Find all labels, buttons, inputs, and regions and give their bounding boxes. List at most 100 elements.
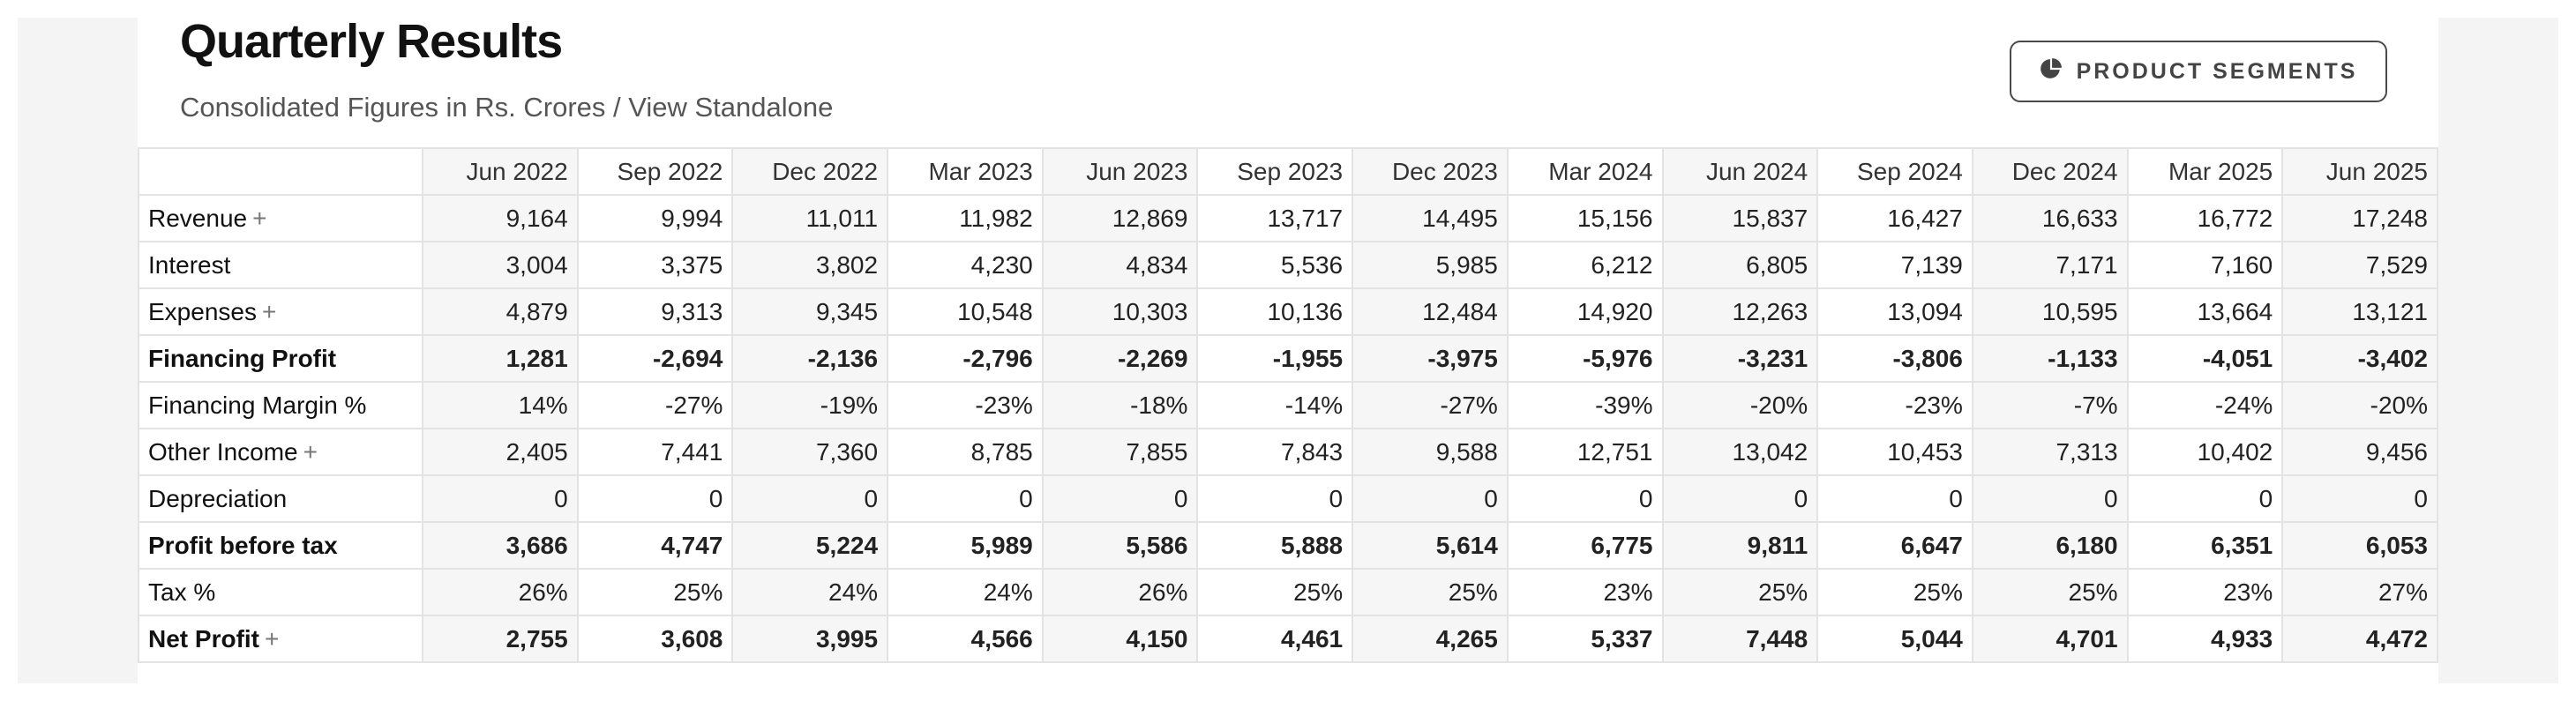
table-cell: 4,230 (887, 241, 1044, 289)
table-cell: -23% (887, 381, 1044, 429)
table-cell: 4,150 (1041, 615, 1199, 663)
table-cell: -3,975 (1352, 334, 1509, 383)
table-cell: 26% (1041, 568, 1199, 616)
table-cell: 10,453 (1816, 428, 1973, 476)
table-cell: 13,664 (2126, 287, 2284, 336)
table-cell: 4,879 (422, 287, 579, 336)
column-header: Sep 2023 (1196, 147, 1354, 196)
table-row: Financing Margin % 14% -27% -19% -23% -18% -14… (138, 381, 2438, 429)
table-cell: 25% (1196, 568, 1354, 616)
table-cell: 0 (1352, 474, 1509, 523)
table-cell: 11,982 (887, 194, 1044, 242)
table-cell: 7,360 (731, 428, 889, 476)
row-label-text: Expenses (148, 297, 257, 325)
table-cell: 16,772 (2126, 194, 2284, 242)
table-row: Expenses +4,879 9,313 9,345 10,548 10,303 10,1… (138, 287, 2438, 336)
table-cell: 15,156 (1506, 194, 1664, 242)
row-label[interactable]: Expenses + (138, 287, 423, 336)
table-cell: 0 (1041, 474, 1199, 523)
table-cell: 3,995 (731, 615, 889, 663)
quarterly-results-table: Jun 2022 Sep 2022 Dec 2022 Mar 2023 Jun 2023… (138, 147, 2438, 663)
table-cell: 6,212 (1506, 241, 1664, 289)
product-segments-label: PRODUCT SEGMENTS (2076, 58, 2358, 84)
table-cell: -23% (1816, 381, 1973, 429)
table-cell: 4,461 (1196, 615, 1354, 663)
table-cell: 0 (576, 474, 734, 523)
table-cell: -20% (1661, 381, 1819, 429)
column-header: Dec 2024 (1971, 147, 2129, 196)
table-cell: 7,843 (1196, 428, 1354, 476)
column-header: Jun 2022 (422, 147, 579, 196)
table-cell: -24% (2126, 381, 2284, 429)
expand-plus-icon[interactable]: + (265, 624, 280, 653)
row-label: Tax % (138, 568, 423, 616)
row-label-text: Interest (148, 250, 231, 279)
table-cell: 0 (2281, 474, 2438, 523)
table-cell: 13,717 (1196, 194, 1354, 242)
table-cell: 7,313 (1971, 428, 2129, 476)
table-cell: -20% (2281, 381, 2438, 429)
table-cell: 17,248 (2281, 194, 2438, 242)
table-cell: 5,586 (1041, 521, 1199, 570)
expand-plus-icon[interactable]: + (252, 204, 267, 232)
row-label[interactable]: Revenue + (138, 194, 423, 242)
table-cell: 9,164 (422, 194, 579, 242)
table-cell: 5,985 (1352, 241, 1509, 289)
row-label-text: Profit before tax (148, 531, 338, 559)
table-row: Depreciation 0 0 0 0 0 0 0 0 0 0 0 0 0 (138, 474, 2438, 523)
expand-plus-icon[interactable]: + (261, 297, 277, 325)
table-cell: 3,802 (731, 241, 889, 289)
table-cell: 0 (1661, 474, 1819, 523)
table-cell: -14% (1196, 381, 1354, 429)
table-cell: 10,303 (1041, 287, 1199, 336)
table-cell: 5,044 (1816, 615, 1973, 663)
table-cell: 0 (1816, 474, 1973, 523)
column-header: Dec 2023 (1352, 147, 1509, 196)
column-header: Dec 2022 (731, 147, 889, 196)
table-cell: -2,269 (1041, 334, 1199, 383)
table-cell: 14,920 (1506, 287, 1664, 336)
table-cell: -27% (576, 381, 734, 429)
table-cell: -27% (1352, 381, 1509, 429)
expand-plus-icon[interactable]: + (303, 437, 318, 466)
table-cell: 12,751 (1506, 428, 1664, 476)
table-cell: -2,136 (731, 334, 889, 383)
table-row: Net Profit +2,755 3,608 3,995 4,566 4,150 4,46… (138, 615, 2438, 663)
table-cell: 4,701 (1971, 615, 2129, 663)
table-row: Financing Profit 1,281 -2,694 -2,136 -2,796-… (138, 334, 2438, 383)
table-cell: 3,686 (422, 521, 579, 570)
row-label[interactable]: Net Profit + (138, 615, 423, 663)
table-cell: 6,647 (1816, 521, 1973, 570)
table-cell: 9,588 (1352, 428, 1509, 476)
table-cell: -5,976 (1506, 334, 1664, 383)
table-cell: 25% (1352, 568, 1509, 616)
table-cell: 25% (576, 568, 734, 616)
table-cell: 6,053 (2281, 521, 2438, 570)
table-cell: 7,171 (1971, 241, 2129, 289)
table-cell: 0 (422, 474, 579, 523)
product-segments-button[interactable]: PRODUCT SEGMENTS (2010, 41, 2387, 102)
table-cell: 13,121 (2281, 287, 2438, 336)
table-cell: 7,448 (1661, 615, 1819, 663)
table-row: Revenue +9,164 9,994 11,011 11,982 12,869 13,7… (138, 194, 2438, 242)
table-cell: 12,263 (1661, 287, 1819, 336)
table-cell: 4,747 (576, 521, 734, 570)
table-cell: -1,133 (1971, 334, 2129, 383)
table-body: Revenue +9,164 9,994 11,011 11,982 12,869 13,7… (138, 194, 2438, 663)
page-title: Quarterly Results (180, 15, 563, 68)
row-label-text: Financing Margin % (148, 391, 367, 419)
table-cell: 10,595 (1971, 287, 2129, 336)
table-cell: 7,855 (1041, 428, 1199, 476)
table-cell: 1,281 (422, 334, 579, 383)
table-cell: 6,805 (1661, 241, 1819, 289)
table-cell: -3,231 (1661, 334, 1819, 383)
row-label[interactable]: Other Income + (138, 428, 423, 476)
row-label-text: Tax % (148, 578, 216, 606)
table-cell: 0 (1196, 474, 1354, 523)
table-cell: 23% (1506, 568, 1664, 616)
table-cell: 12,869 (1041, 194, 1199, 242)
table-cell: 13,094 (1816, 287, 1973, 336)
column-header: Jun 2025 (2281, 147, 2438, 196)
column-header: Jun 2024 (1661, 147, 1819, 196)
table-cell: 26% (422, 568, 579, 616)
